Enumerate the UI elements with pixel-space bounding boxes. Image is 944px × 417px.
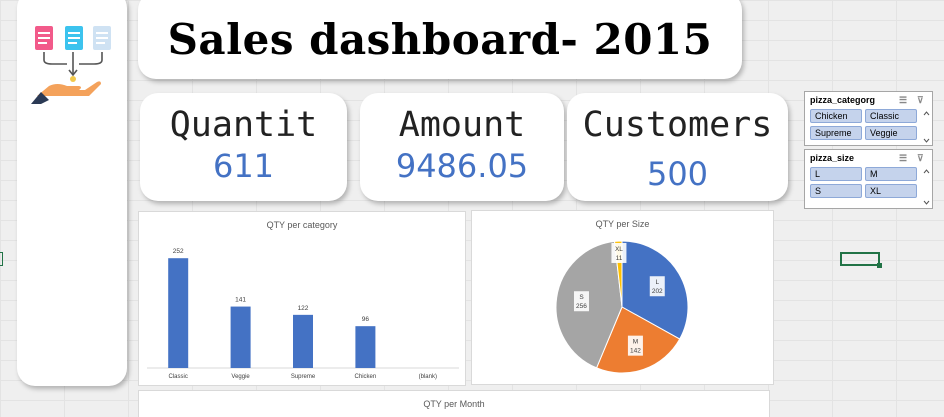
qty-per-size-chart[interactable]: QTY per Size L 202 M 142 S 256 XL 11 [471,210,774,385]
multi-select-icon[interactable]: ☰ [899,95,908,105]
sidebar-panel [17,0,127,386]
pie-chart-plot: L 202 M 142 S 256 XL 11 [555,240,689,374]
category-tick-label: Chicken [355,374,377,380]
bar-value-label: 252 [173,248,184,255]
active-cell-selection[interactable] [840,252,882,268]
bar-value-label: 141 [235,297,246,304]
page-title: Sales dashboard- 2015 [167,15,713,64]
slicer-pizza-size[interactable]: pizza_size ☰ ⊽ L M S XL [804,149,933,209]
qty-per-category-chart[interactable]: QTY per category 252 Classic 141 Veggie 122 S… [138,211,466,386]
kpi-value: 9486.05 [395,147,529,185]
kpi-amount-card: Amount 9486.05 [360,93,564,201]
kpi-label: Customers [582,105,773,145]
svg-text:XL: XL [615,246,623,253]
category-tick-label: (blank) [419,374,437,380]
clear-filter-icon[interactable]: ⊽ [917,153,924,163]
svg-text:S: S [579,294,584,301]
dashboard-title-card: Sales dashboard- 2015 [138,0,742,79]
kpi-label: Quantit [169,105,318,145]
bar-value-label: 96 [362,316,370,323]
bar-chicken[interactable] [355,326,376,368]
slicer-item-chicken[interactable]: Chicken [810,109,862,123]
svg-text:L: L [655,279,659,286]
chart-title: QTY per Month [423,399,485,409]
slicer-title: pizza_categorg [810,95,876,105]
bar-veggie[interactable] [230,306,251,368]
kpi-quantity-card: Quantit 611 [140,93,347,201]
bar-classic[interactable] [168,258,189,368]
svg-text:256: 256 [576,303,587,310]
slicer-scrollbar[interactable] [923,110,930,144]
slicer-scrollbar[interactable] [923,168,930,206]
slicer-item-xl[interactable]: XL [865,184,917,198]
slicer-item-classic[interactable]: Classic [865,109,917,123]
kpi-value: 500 [646,155,709,193]
svg-text:142: 142 [630,348,641,355]
slicer-title: pizza_size [810,153,855,163]
bar-value-label: 122 [298,305,309,312]
pie-slice-s[interactable] [555,240,623,369]
category-tick-label: Veggie [231,374,250,380]
slicer-pizza-category[interactable]: pizza_categorg ☰ ⊽ Chicken Classic Supre… [804,91,933,146]
svg-text:202: 202 [652,288,663,295]
slicer-item-m[interactable]: M [865,167,917,181]
bar-chart-plot: 252 Classic 141 Veggie 122 Supreme 96 Chicken (b… [147,248,459,380]
category-tick-label: Classic [169,374,188,380]
chart-title: QTY per category [266,220,338,230]
category-tick-label: Supreme [291,374,316,380]
pie-data-label: M 142 [627,335,643,356]
slicer-item-veggie[interactable]: Veggie [865,126,917,140]
multi-select-icon[interactable]: ☰ [899,153,908,163]
kpi-label: Amount [398,105,526,145]
svg-text:M: M [633,339,638,346]
bar-supreme[interactable] [293,314,313,368]
row-selection-marker [0,252,3,266]
slicer-item-s[interactable]: S [810,184,862,198]
data-flow-logo-icon [31,26,111,104]
kpi-value: 611 [212,147,275,185]
chart-title: QTY per Size [595,219,650,229]
pie-data-label: L 202 [649,276,665,297]
svg-text:11: 11 [616,255,623,262]
slicer-item-l[interactable]: L [810,167,862,181]
qty-per-month-chart[interactable]: QTY per Month [138,390,770,417]
slicer-item-supreme[interactable]: Supreme [810,126,862,140]
pie-data-label: XL 11 [611,242,627,263]
clear-filter-icon[interactable]: ⊽ [917,95,924,105]
pie-data-label: S 256 [573,291,589,312]
kpi-customers-card: Customers 500 [567,93,788,201]
